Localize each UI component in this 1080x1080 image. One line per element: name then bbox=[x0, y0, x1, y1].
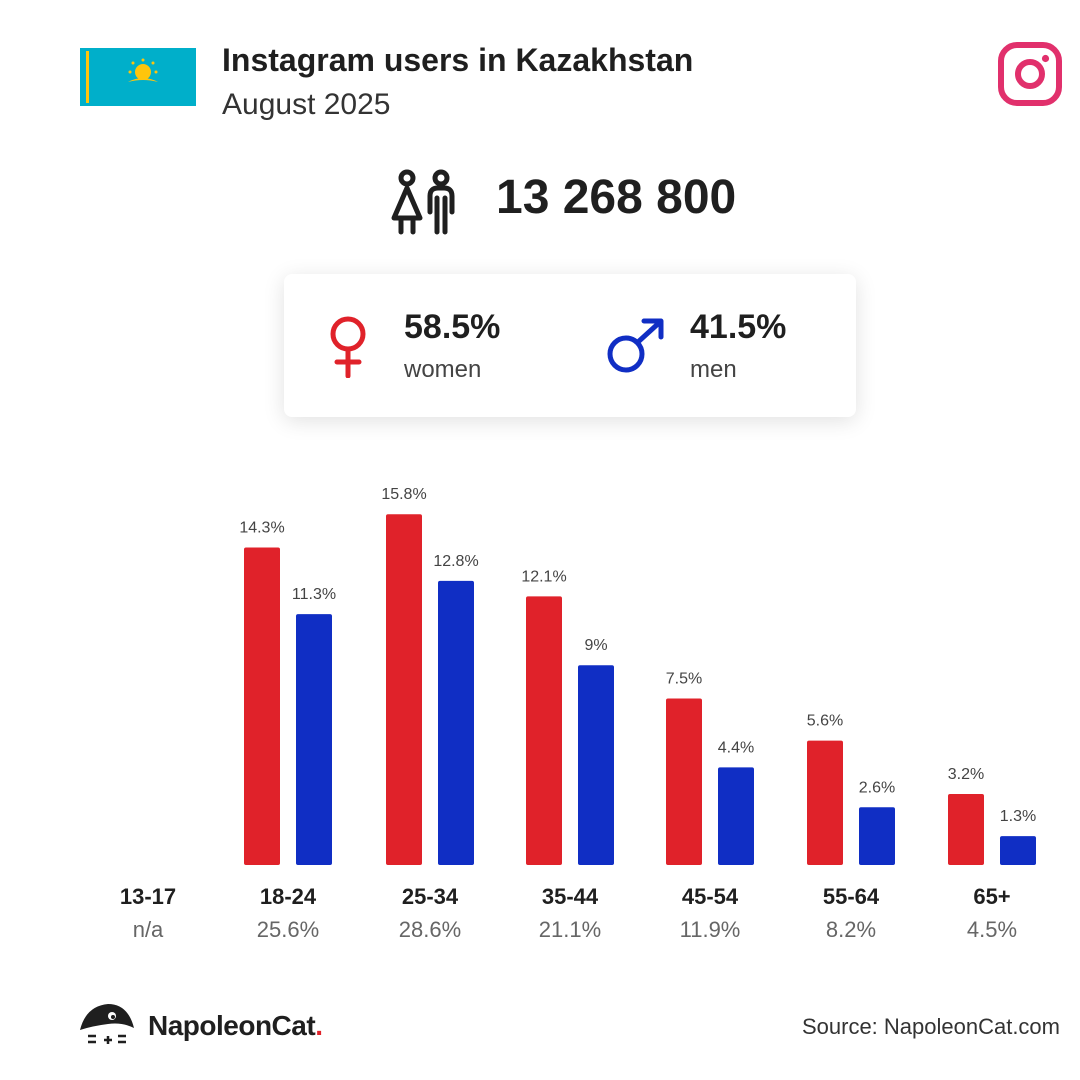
age-label: 45-54 bbox=[681, 884, 739, 909]
age-label: 35-44 bbox=[541, 884, 599, 909]
bar-men bbox=[718, 767, 754, 865]
bar-men bbox=[578, 665, 614, 865]
age-total-share: n/a bbox=[132, 917, 164, 942]
data-label-men: 9% bbox=[584, 637, 607, 654]
data-label-men: 12.8% bbox=[433, 553, 478, 570]
female-symbol-icon bbox=[330, 316, 366, 378]
instagram-icon bbox=[998, 42, 1062, 106]
women-percentage: 58.5% bbox=[404, 308, 501, 346]
data-label-women: 7.5% bbox=[666, 671, 702, 688]
page-subtitle: August 2025 bbox=[222, 88, 391, 121]
bar-women bbox=[526, 596, 562, 865]
age-total-share: 28.6% bbox=[398, 917, 462, 942]
bar-women bbox=[244, 547, 280, 865]
age-total-share: 11.9% bbox=[679, 917, 741, 942]
age-total-share: 8.2% bbox=[825, 917, 877, 942]
brand-dot: . bbox=[315, 1010, 323, 1041]
bar-men bbox=[296, 614, 332, 865]
data-label-men: 1.3% bbox=[1000, 808, 1036, 825]
kazakhstan-flag bbox=[80, 48, 196, 106]
data-label-women: 15.8% bbox=[381, 486, 426, 503]
page-title: Instagram users in Kazakhstan bbox=[222, 42, 694, 78]
bar-men bbox=[1000, 836, 1036, 865]
total-users: 13 268 800 bbox=[496, 171, 737, 224]
age-label: 55-64 bbox=[822, 884, 880, 909]
age-total-share: 21.1% bbox=[538, 917, 602, 942]
data-label-women: 12.1% bbox=[521, 568, 566, 585]
data-label-men: 2.6% bbox=[859, 779, 895, 796]
gender-card: 58.5% women 41.5% men bbox=[284, 274, 856, 417]
bar-women bbox=[948, 793, 984, 865]
bar-men bbox=[859, 807, 895, 865]
brand-text: NapoleonCat bbox=[148, 1010, 316, 1041]
age-gender-bar-chart: 14.3% 11.3% 15.8% 12.8% 12.1% 9% 7.5% 4.4% 5.6% 2… bbox=[239, 486, 1036, 865]
age-label: 13-17 bbox=[119, 884, 177, 909]
men-percentage: 41.5% bbox=[690, 308, 787, 346]
napoleoncat-logo-icon bbox=[80, 1004, 134, 1044]
data-label-women: 3.2% bbox=[948, 766, 984, 783]
data-label-men: 4.4% bbox=[718, 739, 754, 756]
age-total-share: 4.5% bbox=[966, 917, 1018, 942]
data-label-women: 5.6% bbox=[807, 713, 843, 730]
age-label: 25-34 bbox=[401, 884, 459, 909]
age-total-share: 25.6% bbox=[256, 917, 320, 942]
women-label: women bbox=[404, 356, 482, 383]
data-label-women: 14.3% bbox=[239, 520, 284, 537]
bar-women bbox=[386, 514, 422, 865]
data-label-men: 11.3% bbox=[292, 586, 336, 603]
brand-name: NapoleonCat. bbox=[148, 1010, 323, 1042]
men-label: men bbox=[690, 356, 737, 383]
bar-men bbox=[438, 580, 474, 865]
bar-women bbox=[666, 698, 702, 865]
age-label: 65+ bbox=[973, 884, 1011, 909]
male-symbol-icon bbox=[607, 318, 664, 373]
age-label: 18-24 bbox=[259, 884, 317, 909]
people-icon bbox=[391, 169, 455, 235]
bar-women bbox=[807, 740, 843, 865]
source-credit: Source: NapoleonCat.com bbox=[801, 1014, 1060, 1039]
